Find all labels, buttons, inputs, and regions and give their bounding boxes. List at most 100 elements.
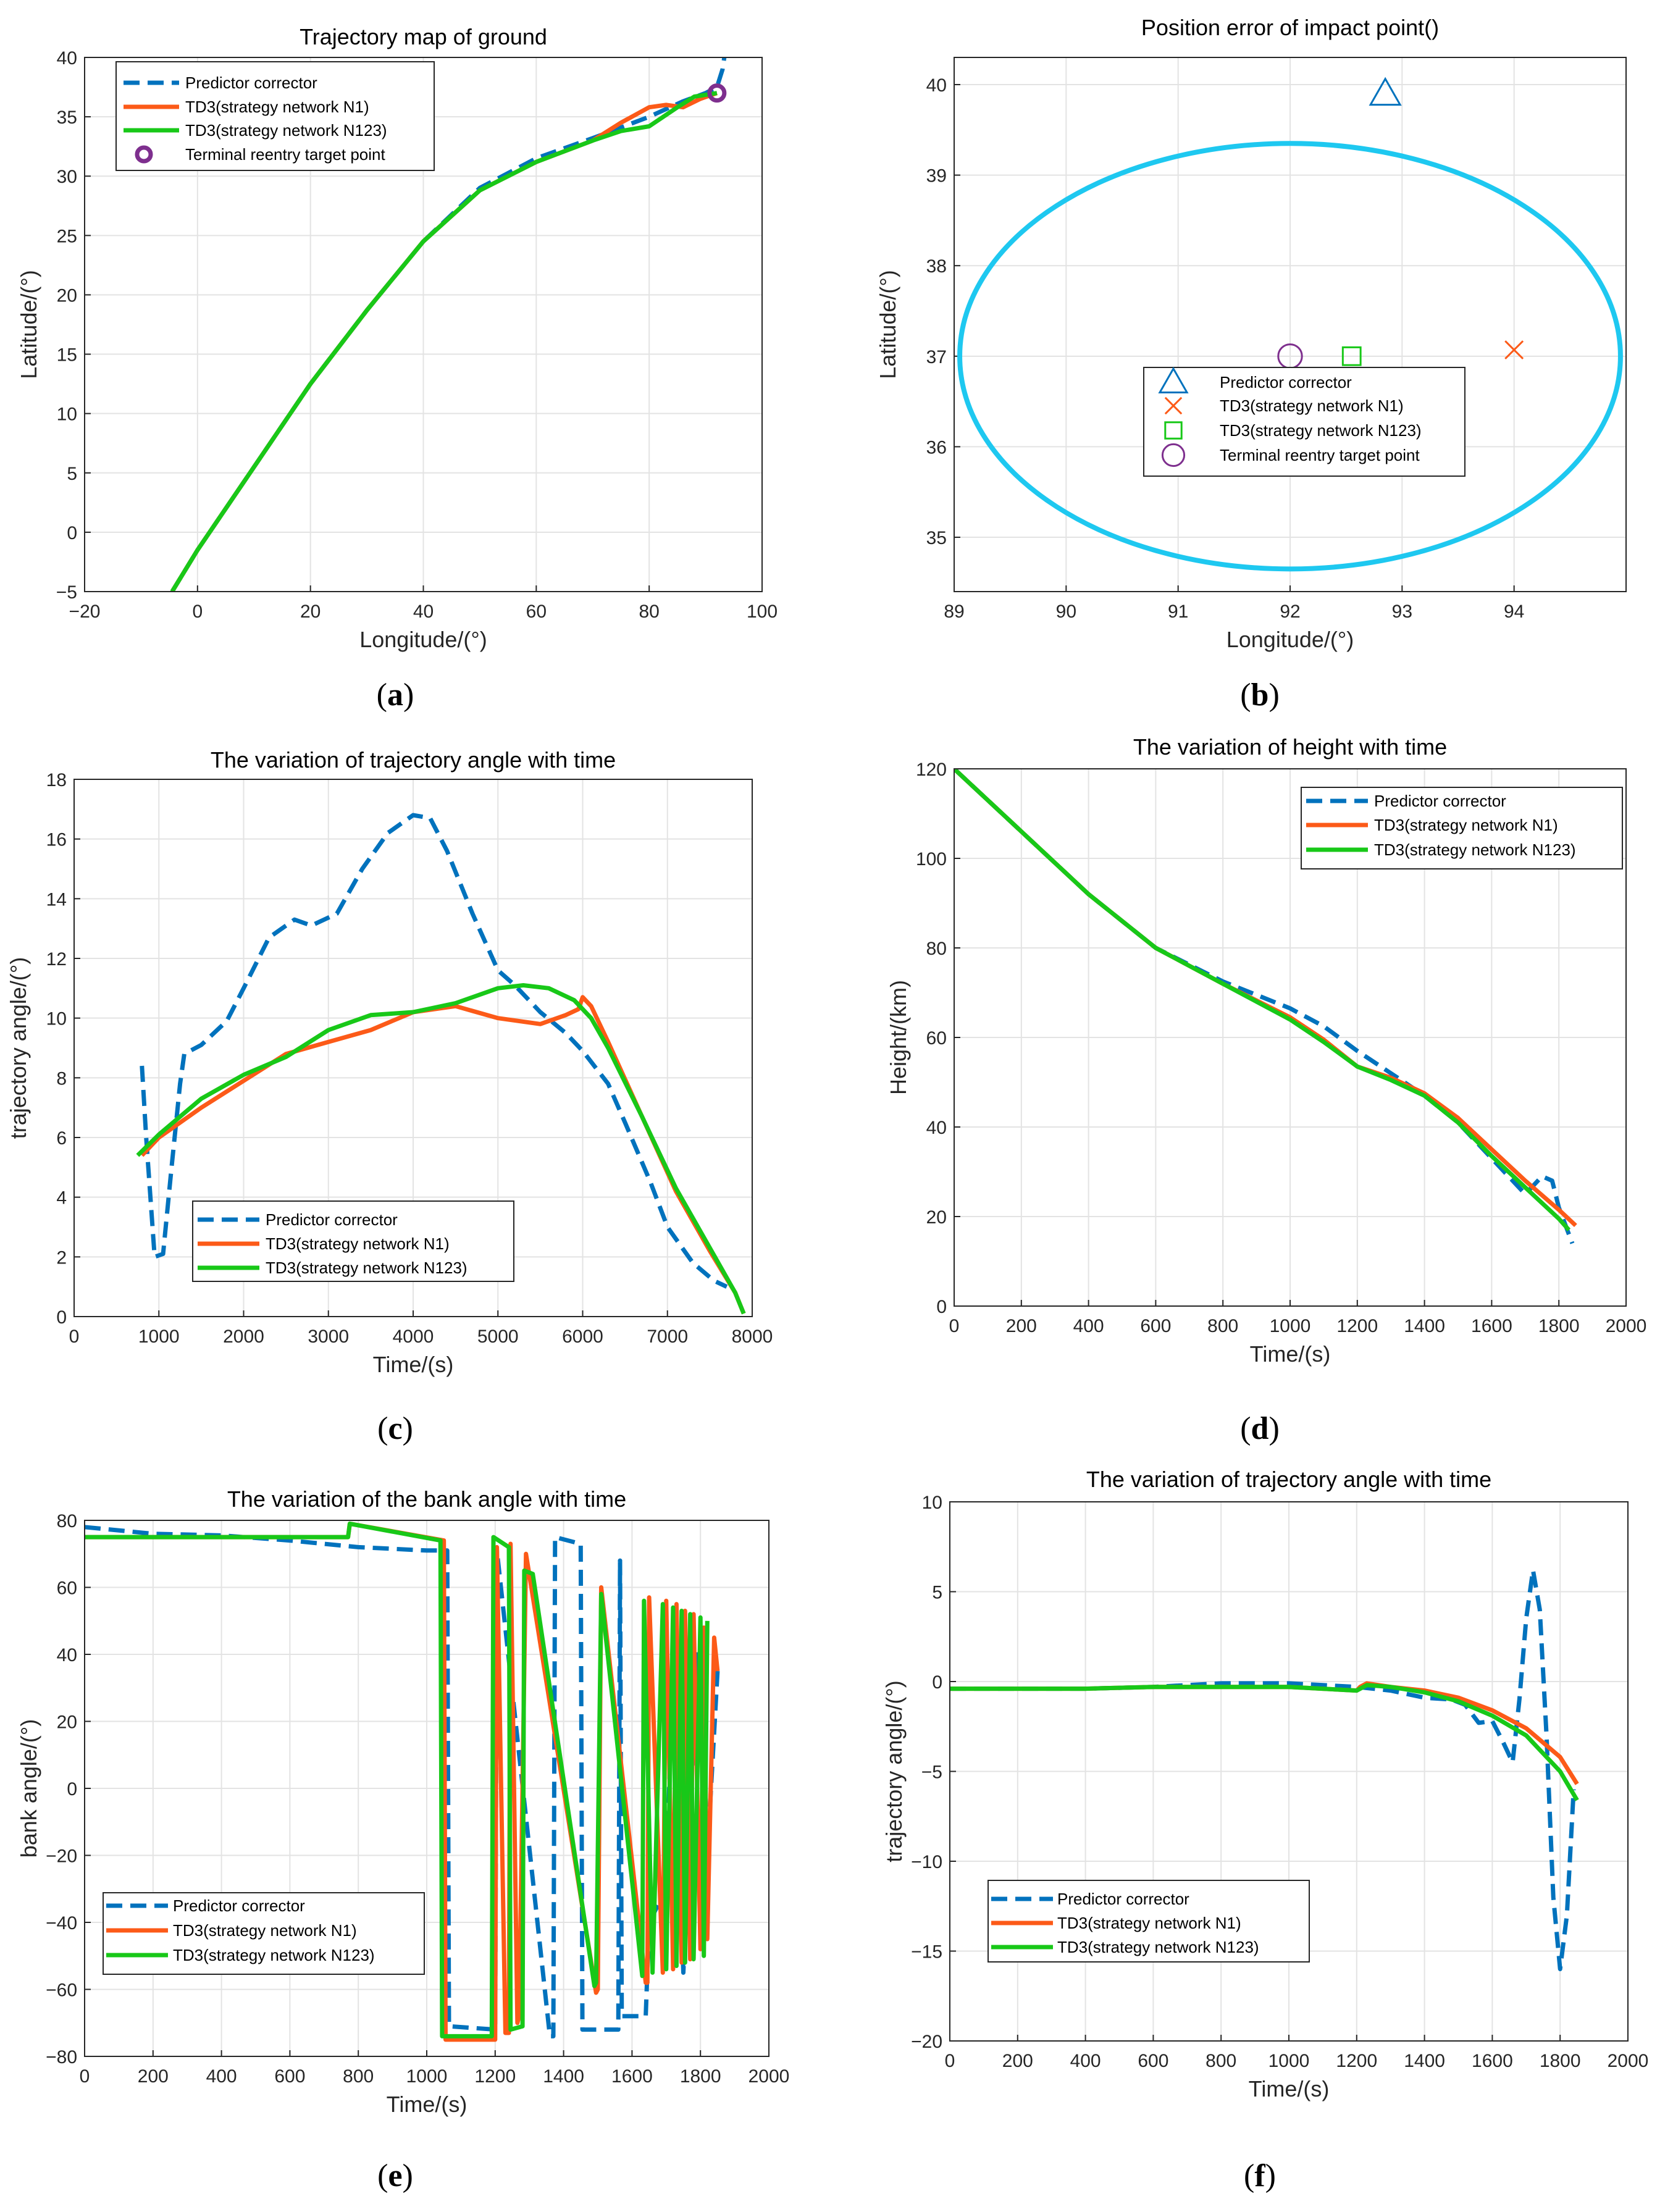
axes-frame: [949, 1501, 1629, 2042]
x-axis-label: Time/(s): [1250, 1341, 1331, 1367]
data-layer: [136, 813, 746, 1315]
y-tick-label: 16: [46, 830, 67, 850]
x-tick-label: 1200: [1336, 2051, 1377, 2071]
target-point-marker: [707, 83, 727, 103]
y-tick-label: −10: [911, 1852, 942, 1872]
figure-caption: (c): [377, 1411, 413, 1446]
legend-label: Terminal reentry target point: [185, 145, 385, 164]
legend-label: TD3(strategy network N1): [1374, 816, 1558, 834]
x-tick-label: 200: [1002, 2051, 1033, 2071]
y-tick-label: 5: [67, 464, 77, 484]
x-axis-label: Time/(s): [1249, 2076, 1330, 2101]
series-line-3: [954, 769, 1571, 1232]
x-tick-label: 800: [1207, 1316, 1238, 1336]
x-tick-label: 1400: [1404, 2051, 1445, 2071]
y-tick-label: −60: [46, 1980, 77, 2001]
x-tick-label: 1000: [406, 2066, 448, 2087]
chart-e: 0 200 400 600 800 1000 1200 1400 1600 1800 2000−80…: [16, 1486, 789, 2117]
y-tick-label: 6: [56, 1128, 67, 1149]
x-tick-label: 7000: [647, 1326, 688, 1347]
y-tick-label: −5: [56, 582, 77, 603]
axes-frame: [954, 768, 1627, 1307]
y-tick-label: 0: [67, 523, 77, 543]
chart-title: Position error of impact point(): [1141, 15, 1439, 40]
x-axis-label: Time/(s): [373, 1352, 454, 1377]
axes-frame: [84, 1520, 769, 2057]
x-tick-label: 0: [192, 601, 203, 622]
x-tick-label: 1600: [1472, 2051, 1513, 2071]
chart-c: 0 1000 2000 3000 4000 5000 6000 7000 8000 0 2 4 6 8 10…: [6, 747, 773, 1377]
y-tick-label: 35: [926, 528, 947, 548]
x-tick-label: 400: [1070, 2051, 1101, 2071]
x-tick-label: 2000: [748, 2066, 790, 2087]
x-tick-label: 1600: [611, 2066, 653, 2087]
y-tick-label: 40: [57, 1645, 77, 1665]
x-tick-label: 800: [343, 2066, 374, 2087]
chart-title: Trajectory map of ground: [300, 24, 547, 49]
y-tick-label: 2: [56, 1247, 67, 1268]
legend: Predictor corrector TD3(strategy network …: [987, 1880, 1310, 1963]
legend: Predictor corrector TD3(strategy network …: [1301, 787, 1623, 869]
x-tick-label: 3000: [308, 1326, 349, 1347]
y-tick-label: 14: [46, 889, 67, 910]
legend-label: TD3(strategy network N123): [1374, 840, 1576, 859]
x-tick-label: 100: [747, 601, 778, 622]
y-tick-label: 40: [926, 75, 947, 96]
y-axis-label: Latitude/(°): [875, 270, 900, 379]
legend-label: Predictor corrector: [266, 1210, 398, 1229]
y-tick-label: 30: [57, 167, 77, 187]
legend-marker: [1164, 396, 1183, 415]
x-tick-label: 40: [413, 601, 434, 622]
legend-box: [1143, 367, 1465, 477]
x-tick-label: 600: [274, 2066, 305, 2087]
y-axis-label: trajectory angle/(°): [6, 957, 31, 1139]
x-tick-label: 1800: [680, 2066, 721, 2087]
y-tick-label: 40: [57, 48, 77, 69]
x-tick-label: 600: [1138, 2051, 1168, 2071]
y-tick-label: 25: [57, 226, 77, 246]
x-tick-label: 94: [1504, 601, 1524, 622]
y-tick-label: −15: [911, 1942, 942, 1963]
x-tick-label: 0: [80, 2066, 90, 2087]
series-line-3: [170, 91, 718, 592]
figure-caption: (d): [1240, 1411, 1280, 1446]
error-ellipse: [957, 141, 1623, 572]
chart-f: 0 200 400 600 800 1000 1200 1400 1600 1800 2000 −20…: [881, 1467, 1648, 2101]
y-tick-label: 80: [57, 1511, 77, 1531]
y-tick-label: −20: [46, 1846, 77, 1867]
legend-label: TD3(strategy network N1): [1220, 396, 1404, 415]
series-line-1: [85, 1525, 720, 2038]
x-tick-label: 600: [1140, 1316, 1171, 1336]
figure-caption: (b): [1240, 677, 1280, 713]
caption-letter: b: [1251, 677, 1269, 713]
legend-label: Predictor corrector: [173, 1896, 305, 1915]
x-tick-label: 200: [138, 2066, 169, 2087]
legend-label: TD3(strategy network N1): [1057, 1914, 1241, 1932]
legend-label: Predictor corrector: [1057, 1890, 1189, 1908]
chart-title: The variation of the bank angle with tim…: [227, 1486, 626, 1512]
legend-marker: [135, 145, 153, 164]
y-tick-label: 20: [57, 285, 77, 306]
y-tick-label: 0: [932, 1672, 942, 1693]
x-tick-label: 1800: [1540, 2051, 1581, 2071]
x-tick-label: 2000: [1606, 1316, 1647, 1336]
y-tick-label: 10: [922, 1493, 942, 1513]
x-tick-label: 200: [1006, 1316, 1037, 1336]
y-tick-label: 38: [926, 256, 947, 277]
caption-letter: a: [387, 677, 403, 713]
legend-label: TD3(strategy network N123): [185, 121, 387, 140]
x-tick-label: 93: [1392, 601, 1412, 622]
y-tick-label: 5: [932, 1583, 942, 1603]
figure-caption: (e): [377, 2158, 413, 2193]
chart-title: The variation of height with time: [1133, 734, 1447, 760]
y-axis-label: trajectory angle/(°): [881, 1680, 907, 1862]
legend-label: Terminal reentry target point: [1220, 446, 1420, 464]
x-tick-label: 1200: [474, 2066, 516, 2087]
legend-label: TD3(strategy network N123): [266, 1259, 468, 1277]
x-tick-label: 1800: [1538, 1316, 1580, 1336]
figure-caption: (f): [1244, 2158, 1276, 2193]
legend-marker: [1164, 421, 1183, 440]
x-tick-label: 5000: [477, 1326, 519, 1347]
legend: Predictor corrector TD3(strategy network …: [103, 1892, 425, 1975]
y-tick-label: 18: [46, 770, 67, 790]
